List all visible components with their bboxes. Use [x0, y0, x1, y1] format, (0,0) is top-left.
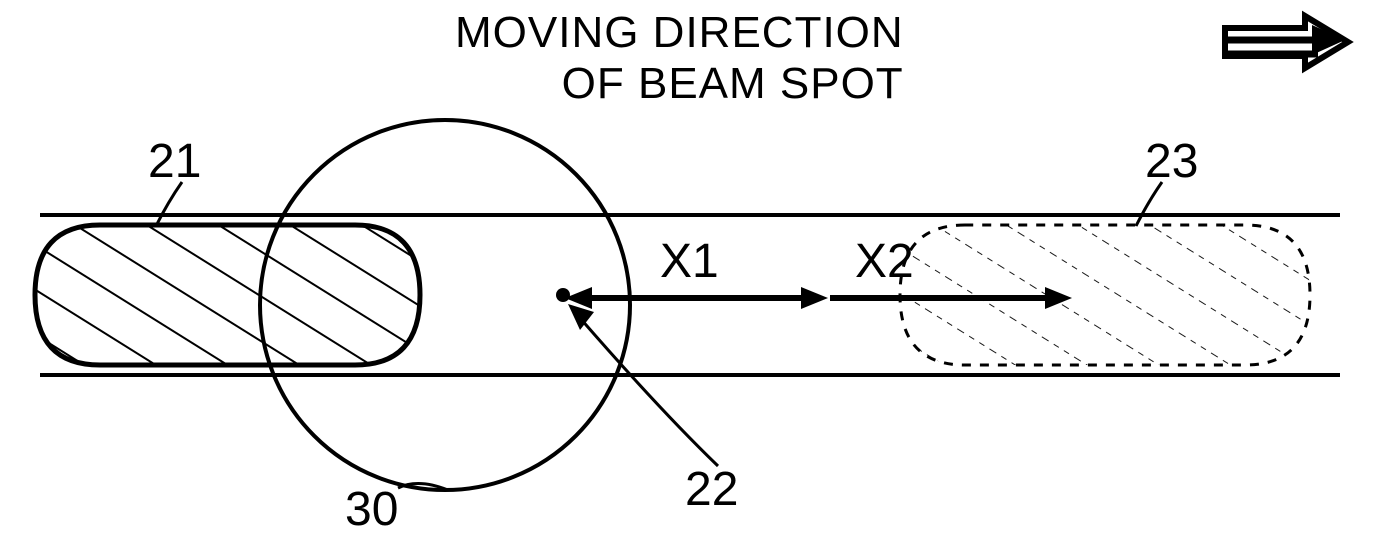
beam-spot-left [35, 225, 420, 365]
ref-label-30: 30 [345, 482, 398, 537]
ref-label-23: 23 [1145, 134, 1198, 189]
point-22 [556, 288, 570, 302]
diagram-container: MOVING DIRECTION OF BEAM SPOT [0, 0, 1380, 548]
ref-label-22: 22 [685, 462, 738, 517]
ref-label-30-text: 30 [345, 483, 398, 536]
measurement-x2: X2 [855, 234, 914, 289]
ref-label-22-text: 22 [685, 463, 738, 516]
measurement-x2-text: X2 [855, 235, 914, 288]
leader-22 [580, 318, 718, 466]
ref-label-21: 21 [148, 134, 201, 189]
ref-label-23-text: 23 [1145, 135, 1198, 188]
ref-label-21-text: 21 [148, 135, 201, 188]
measurement-x1-text: X1 [660, 235, 719, 288]
measurement-arrow-x1 [565, 287, 828, 309]
measurement-x1: X1 [660, 234, 719, 289]
